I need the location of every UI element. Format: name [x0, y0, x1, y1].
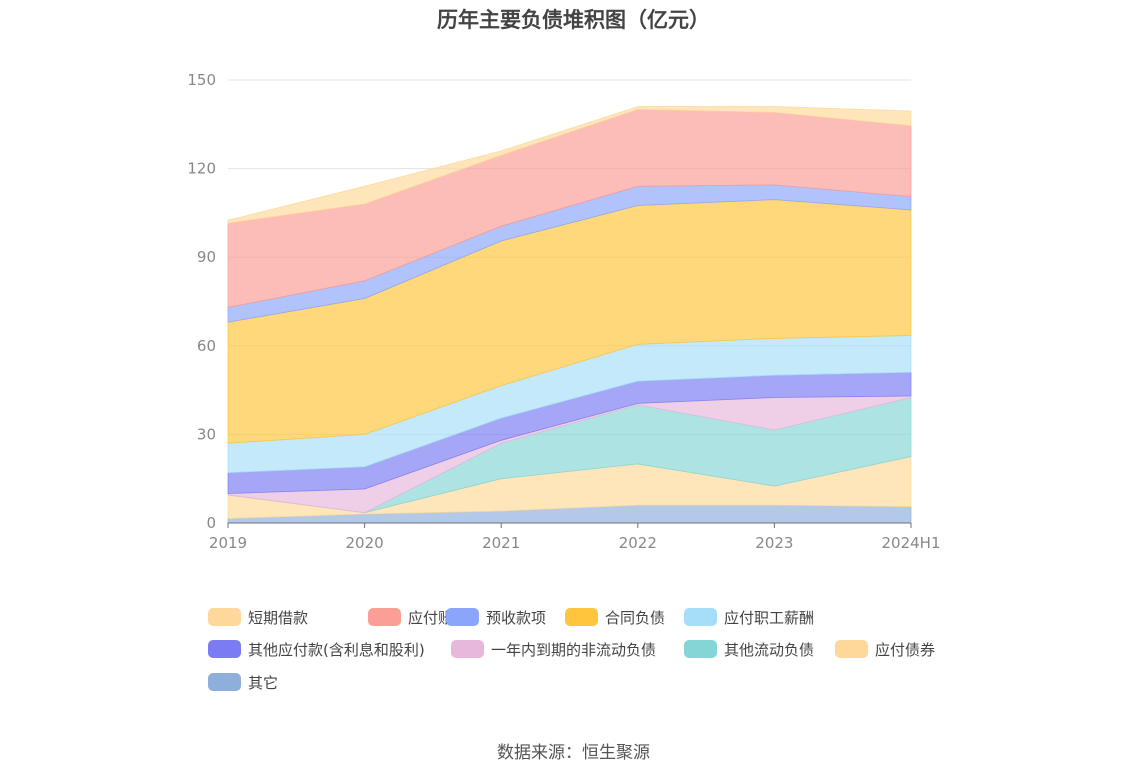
- legend-item[interactable]: 应付职工薪酬: [684, 606, 814, 628]
- x-tick-label: 2020: [346, 534, 384, 552]
- x-tick-label: 2024H1: [882, 534, 941, 552]
- legend-item[interactable]: 应付债券: [835, 638, 935, 660]
- y-tick-label: 150: [187, 71, 216, 89]
- legend-label: 其他应付款(含利息和股利): [248, 640, 425, 659]
- legend-item[interactable]: 合同负债: [565, 606, 665, 628]
- legend-swatch: [368, 608, 401, 626]
- legend-label: 其它: [248, 673, 279, 692]
- legend-label: 应付职工薪酬: [724, 608, 815, 627]
- legend-item[interactable]: 预收款项: [446, 606, 546, 628]
- data-source: 数据来源：恒生聚源: [497, 743, 650, 763]
- legend-item[interactable]: 其他流动负债: [684, 638, 814, 660]
- legend-label: 短期借款: [248, 608, 309, 627]
- area-series: [227, 106, 912, 524]
- x-tick-label: 2022: [619, 534, 657, 552]
- legend-swatch: [835, 640, 868, 658]
- legend-label: 合同负债: [605, 608, 666, 627]
- legend-swatch: [684, 608, 717, 626]
- x-tick-label: 2019: [209, 534, 247, 552]
- legend-swatch: [208, 640, 241, 658]
- legend-label: 预收款项: [486, 608, 547, 627]
- x-tick-label: 2021: [482, 534, 520, 552]
- y-tick-label: 90: [197, 248, 216, 266]
- legend-swatch: [446, 608, 479, 626]
- legend-item[interactable]: 其它: [208, 671, 278, 693]
- area-短期借款: [227, 106, 912, 224]
- legend-swatch: [451, 640, 484, 658]
- legend-label: 应付债券: [875, 640, 936, 659]
- y-tick-label: 120: [187, 160, 216, 178]
- y-tick-label: 30: [197, 425, 216, 443]
- legend-swatch: [208, 673, 241, 691]
- legend-swatch: [565, 608, 598, 626]
- legend-label: 一年内到期的非流动负债: [491, 640, 657, 659]
- axes: 0 30 60 90 120 150 2019 2020 2021 2022 2023 2024H1: [187, 71, 940, 552]
- legend-item[interactable]: 短期借款: [208, 606, 308, 628]
- y-tick-label: 0: [206, 514, 216, 532]
- chart-title: 历年主要负债堆积图（亿元）: [437, 8, 710, 32]
- legend-swatch: [208, 608, 241, 626]
- legend-item[interactable]: 其他应付款(含利息和股利): [208, 638, 425, 660]
- stacked-area-chart: 0 30 60 90 120 150 2019 2020 2021 2022 2023 2024H1: [187, 71, 940, 552]
- y-tick-label: 60: [197, 337, 216, 355]
- legend-item[interactable]: 一年内到期的非流动负债: [451, 638, 656, 660]
- x-tick-label: 2023: [755, 534, 793, 552]
- legend-swatch: [684, 640, 717, 658]
- legend-label: 其他流动负债: [724, 640, 815, 659]
